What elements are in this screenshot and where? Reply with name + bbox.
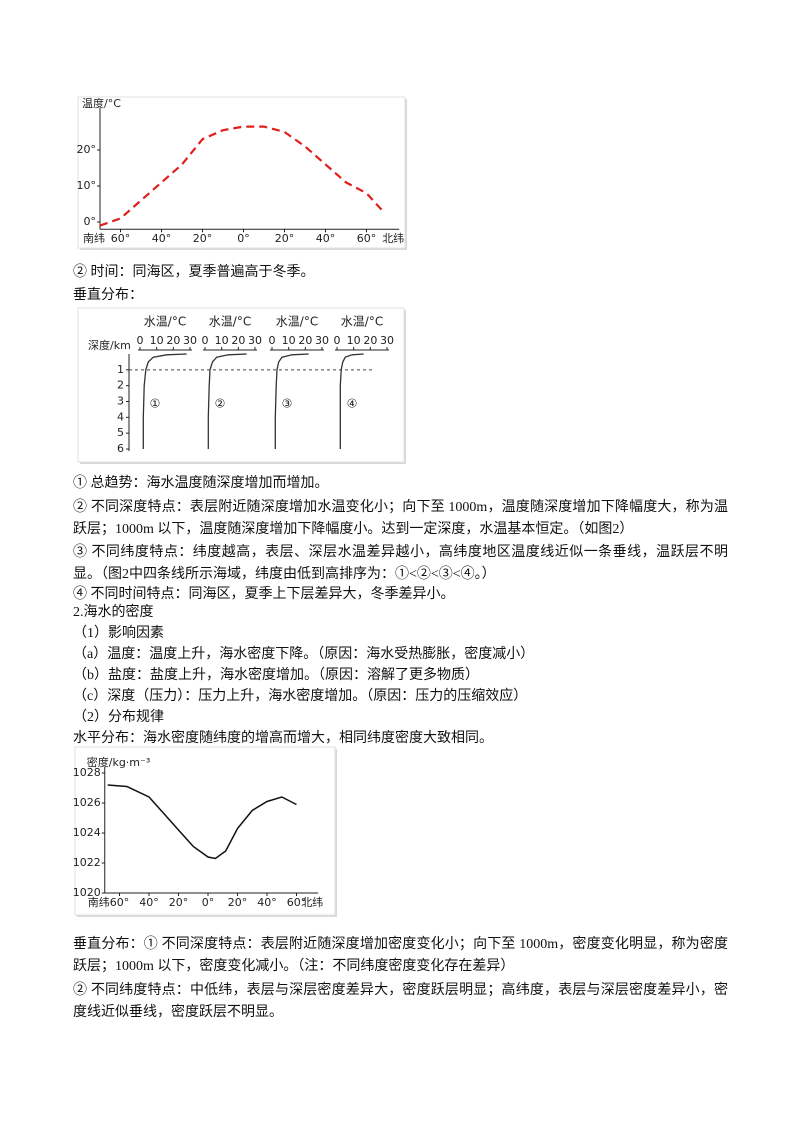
series-label: ④ bbox=[347, 397, 358, 411]
x-tick-label: 30 bbox=[380, 334, 394, 347]
y-tick-label: 4 bbox=[117, 410, 124, 423]
x-tick-label: 0 bbox=[137, 334, 144, 347]
data-line bbox=[107, 784, 297, 860]
x-tick-label: 0 bbox=[269, 334, 276, 347]
y-axis-label: 温度/°C bbox=[82, 96, 121, 110]
x-tick-label: 20° bbox=[193, 232, 213, 245]
x-tick-label: 0 bbox=[334, 334, 341, 347]
series-label: ① bbox=[150, 397, 161, 411]
x-tick-label: 60° bbox=[287, 896, 307, 909]
paragraph: ② 不同纬度特点：中低纬，表层与深层密度差异大，密度跃层明显；高纬度，表层与深层… bbox=[73, 983, 728, 1020]
x-end-label: 北纬 bbox=[301, 896, 323, 909]
y-axis-label: 密度/kg·m⁻³ bbox=[87, 755, 151, 769]
y-tick-label: 1028 bbox=[73, 766, 101, 779]
y-tick-label: 1020 bbox=[73, 886, 101, 899]
x-end-label: 北纬 bbox=[382, 232, 404, 245]
x-tick-label: 40° bbox=[152, 232, 172, 245]
x-tick-label: 20° bbox=[228, 896, 248, 909]
series-label: ② bbox=[215, 397, 226, 411]
temperature-profile bbox=[274, 353, 309, 449]
paragraph: ② 不同深度特点：表层附近随深度增加水温变化小；向下至 1000m，温度随深度增… bbox=[73, 500, 728, 537]
temperature-profile bbox=[339, 353, 364, 449]
y-tick-label: 6 bbox=[117, 442, 124, 455]
temp-label: 水温/°C bbox=[276, 315, 318, 329]
temp-label: 水温/°C bbox=[209, 315, 251, 329]
x-tick-label: 60° bbox=[357, 232, 377, 245]
data-line bbox=[99, 125, 384, 227]
paragraph: （2）分布规律 bbox=[73, 710, 164, 725]
x-tick-label: 0 bbox=[202, 334, 209, 347]
x-start-label: 南纬 bbox=[83, 232, 105, 245]
section-heading: 2.海水的密度 bbox=[73, 605, 154, 620]
y-tick-label: 10° bbox=[77, 179, 97, 192]
y-tick-label: 3 bbox=[117, 395, 124, 408]
x-tick-label: 20 bbox=[298, 334, 312, 347]
x-tick-label: 40° bbox=[257, 896, 277, 909]
paragraph: 水平分布：海水密度随纬度的增高而增大，相同纬度密度大致相同。 bbox=[73, 731, 493, 746]
paragraph: 垂直分布：① 不同深度特点：表层附近随深度增加密度变化小；向下至 1000m，密… bbox=[73, 937, 728, 974]
x-tick-label: 40° bbox=[316, 232, 336, 245]
x-tick-label: 30 bbox=[315, 334, 329, 347]
paragraph: ① 总趋势：海水温度随深度增加而增加。 bbox=[73, 476, 329, 491]
figure-frame bbox=[77, 96, 406, 249]
paragraph: （1）影响因素 bbox=[73, 626, 164, 641]
x-tick-label: 10 bbox=[347, 334, 361, 347]
paragraph: ② 时间：同海区，夏季普遍高于冬季。 bbox=[73, 265, 315, 280]
y-tick-label: 1024 bbox=[73, 826, 101, 839]
x-tick-label: 20° bbox=[275, 232, 295, 245]
x-start-label: 南纬 bbox=[88, 896, 110, 909]
figure-frame bbox=[74, 746, 336, 916]
x-tick-label: 0° bbox=[202, 896, 215, 909]
temp-label: 水温/°C bbox=[341, 315, 383, 329]
x-tick-label: 0° bbox=[237, 232, 250, 245]
x-tick-label: 20 bbox=[231, 334, 245, 347]
x-tick-label: 20 bbox=[363, 334, 377, 347]
paragraph: （b）盐度：盐度上升，海水密度增加。（原因：溶解了更多物质） bbox=[73, 668, 479, 683]
x-tick-label: 40° bbox=[139, 896, 159, 909]
x-tick-label: 30 bbox=[248, 334, 262, 347]
paragraph: 垂直分布： bbox=[73, 288, 143, 303]
series-label: ③ bbox=[282, 397, 293, 411]
y-tick-label: 20° bbox=[77, 143, 97, 156]
x-tick-label: 20 bbox=[166, 334, 180, 347]
figure-frame bbox=[77, 307, 405, 463]
y-tick-label: 1022 bbox=[73, 856, 101, 869]
temperature-profile bbox=[207, 353, 247, 449]
y-tick-label: 1026 bbox=[73, 796, 101, 809]
x-tick-label: 20° bbox=[169, 896, 189, 909]
x-tick-label: 60° bbox=[111, 232, 131, 245]
y-tick-label: 2 bbox=[117, 379, 124, 392]
temp-label: 水温/°C bbox=[144, 315, 186, 329]
x-tick-label: 60° bbox=[110, 896, 130, 909]
y-tick-label: 5 bbox=[117, 426, 124, 439]
depth-label: 深度/km bbox=[88, 338, 131, 352]
paragraph: （c）深度（压力）：压力上升，海水密度增加。（原因：压力的压缩效应） bbox=[73, 689, 528, 704]
x-tick-label: 10 bbox=[282, 334, 296, 347]
paragraph: ④ 不同时间特点：同海区，夏季上下层差异大，冬季差异小。 bbox=[73, 587, 455, 602]
x-tick-label: 10 bbox=[150, 334, 164, 347]
paragraph: ③ 不同纬度特点：纬度越高，表层、深层水温差异越小，高纬度地区温度线近似一条垂线… bbox=[73, 545, 728, 582]
y-tick-label: 0° bbox=[84, 215, 97, 228]
x-tick-label: 30 bbox=[183, 334, 197, 347]
y-tick-label: 1 bbox=[117, 363, 124, 376]
x-tick-label: 10 bbox=[215, 334, 229, 347]
temperature-profile bbox=[142, 353, 187, 449]
paragraph: （a）温度：温度上升，海水密度下降。（原因：海水受热膨胀，密度减小） bbox=[73, 647, 535, 662]
